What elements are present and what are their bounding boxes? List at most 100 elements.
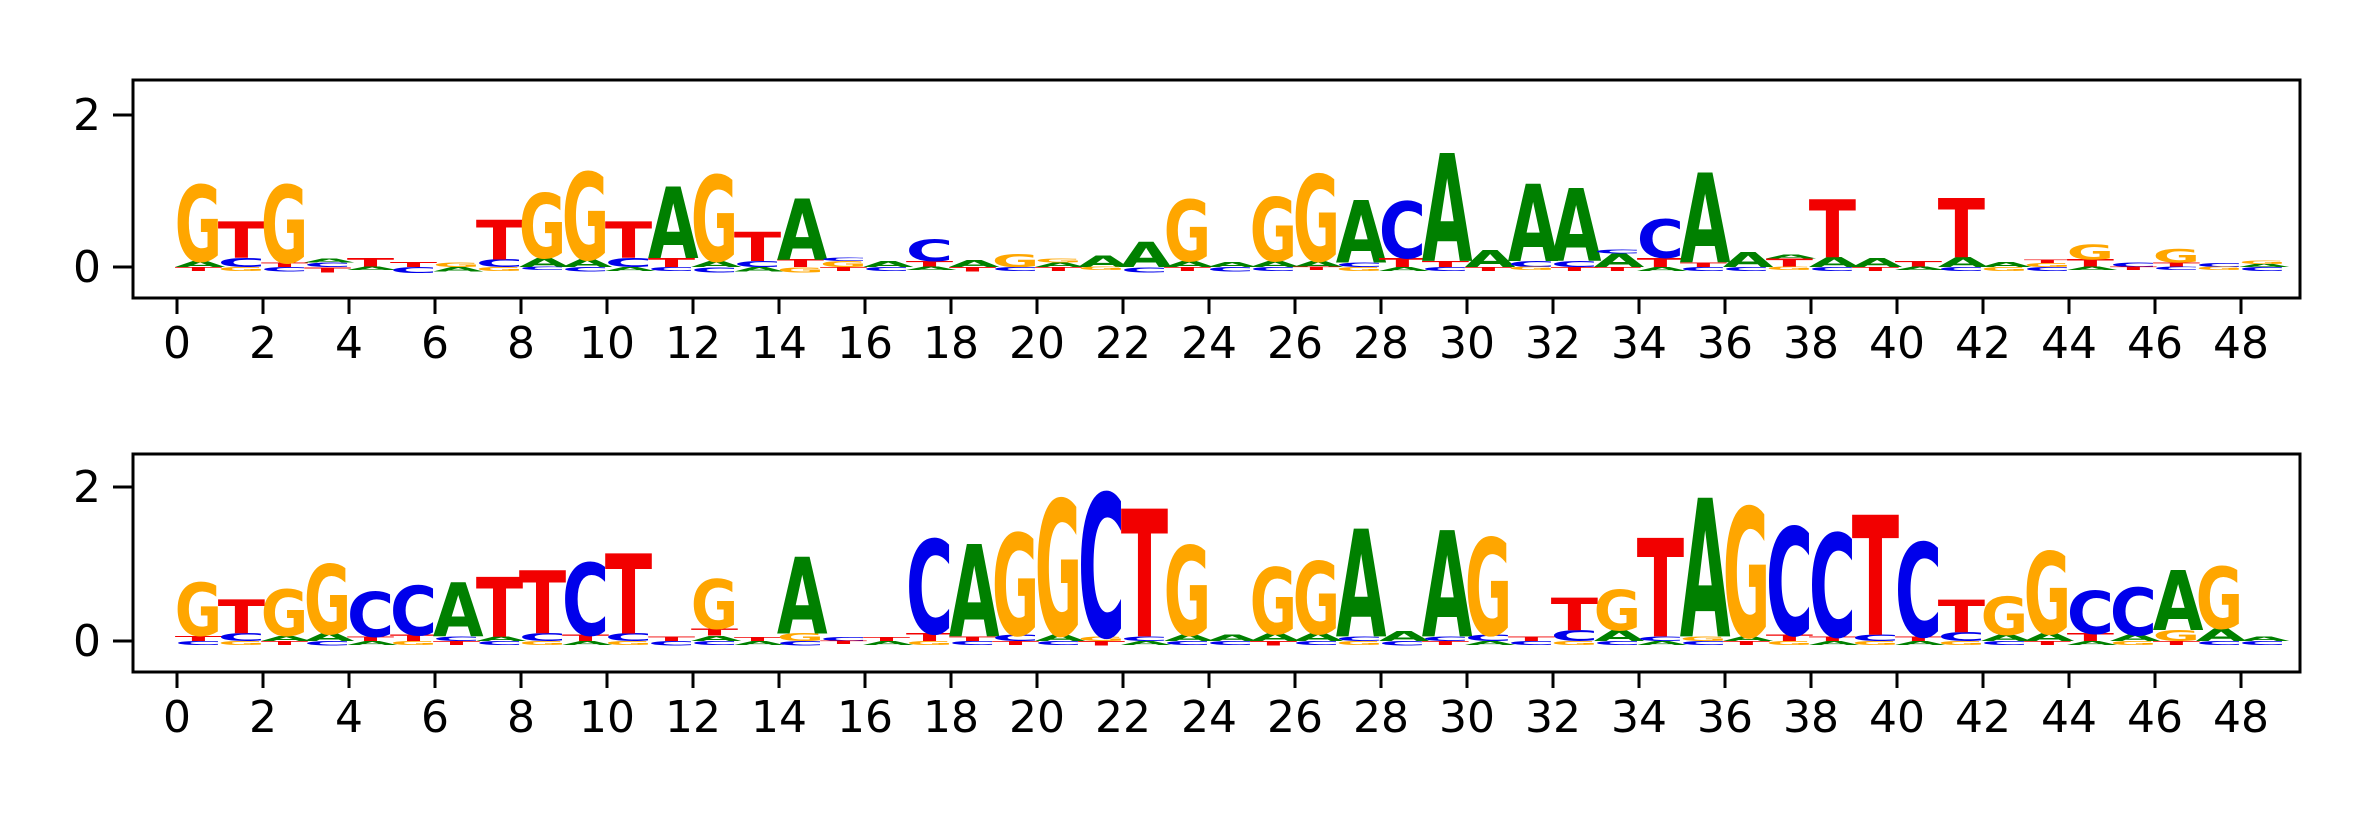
logo-letter-t-pos18: T <box>949 266 997 273</box>
logo-letter-g-pos25: G <box>1250 181 1297 283</box>
x-tick-label: 32 <box>1525 692 1581 743</box>
logo-letter-c-pos6: C <box>433 635 480 642</box>
logo-letter-c-pos34: C <box>1637 635 1684 642</box>
logo-letter-a-pos48: A <box>2239 263 2290 268</box>
logo-letter-a-pos48: A <box>2239 635 2290 642</box>
logo-letter-a-pos23: A <box>1164 259 1215 269</box>
logo-letter-t-pos29: T <box>1422 640 1470 646</box>
x-tick-label: 4 <box>335 318 363 369</box>
logo-letter-g-pos48: G <box>2239 260 2286 265</box>
logo-letter-t-pos15: T <box>820 640 868 645</box>
x-tick-label: 44 <box>2041 692 2097 743</box>
y-tick-label: 2 <box>73 462 101 513</box>
logo-letter-g-pos37: G <box>1766 266 1813 271</box>
logo-letter-g-pos39: G <box>1852 640 1899 646</box>
x-tick-label: 38 <box>1783 318 1839 369</box>
logo-letter-c-pos45: C <box>2110 261 2157 268</box>
logo-letter-a-pos3: A <box>304 258 355 264</box>
logo-letter-a-pos38: A <box>1809 255 1860 271</box>
logo-letter-t-pos20: T <box>1035 266 1083 272</box>
logo-letter-g-pos26: G <box>1293 151 1340 290</box>
logo-letter-c-pos7: C <box>476 257 523 269</box>
x-tick-label: 48 <box>2213 692 2269 743</box>
logo-letter-g-pos47: G <box>2196 552 2243 650</box>
logo-letter-c-pos12: C <box>691 265 738 274</box>
logo-letter-a-pos27: A <box>1336 499 1387 671</box>
logo-letter-c-pos46: C <box>2153 266 2200 271</box>
logo-letter-c-pos45: C <box>2110 575 2157 651</box>
logo-letter-a-pos11: A <box>648 167 699 281</box>
logo-letter-c-pos7: C <box>476 640 523 646</box>
logo-letter-a-pos21: A <box>1078 253 1129 271</box>
logo-letter-c-pos43: C <box>2024 266 2071 272</box>
logo-letter-c-pos15: C <box>820 636 867 642</box>
logo-letter-a-pos4: A <box>347 266 398 271</box>
logo-letter-t-pos39: T <box>1852 266 1900 272</box>
logo-letter-t-pos10: T <box>605 212 652 270</box>
logo-letter-g-pos20: G <box>1035 463 1082 679</box>
logo-letter-c-pos38: C <box>1809 266 1856 272</box>
logo-letter-g-pos23: G <box>1164 521 1211 664</box>
logo-letter-g-pos9: G <box>562 150 609 289</box>
x-tick-label: 24 <box>1181 318 1237 369</box>
logo-letter-a-pos12: A <box>691 259 742 269</box>
logo-letter-t-pos31: T <box>1508 635 1556 642</box>
logo-letter-c-pos5: C <box>390 572 437 651</box>
logo-letter-c-pos48: C <box>2239 640 2286 646</box>
y-tick-label: 0 <box>73 242 101 293</box>
logo-letter-g-pos1: G <box>218 640 265 646</box>
logo-letter-c-pos2: C <box>261 266 308 273</box>
logo-letter-g-pos42: G <box>1981 587 2028 648</box>
logo-letter-c-pos37: C <box>1766 497 1813 669</box>
x-tick-label: 0 <box>163 318 191 369</box>
x-tick-label: 42 <box>1955 692 2011 743</box>
logo-letter-a-pos18: A <box>949 259 1000 270</box>
logo-letter-t-pos40: T <box>1895 259 1943 269</box>
logo-letter-c-pos32: C <box>1551 259 1598 269</box>
logo-letter-g-pos32: G <box>1551 640 1598 646</box>
logo-letter-a-pos13: A <box>734 640 785 646</box>
logo-letter-g-pos14: G <box>777 266 824 275</box>
logo-letter-a-pos28: A <box>1379 629 1430 645</box>
logo-letter-g-pos0: G <box>175 571 222 654</box>
logo-letter-a-pos20: A <box>1035 261 1086 268</box>
logo-letter-g-pos19: G <box>992 507 1039 669</box>
logo-letter-g-pos46: G <box>2153 627 2200 644</box>
logo-letter-c-pos0: C <box>175 640 222 646</box>
logo-letter-c-pos40: C <box>1895 518 1942 669</box>
x-tick-label: 16 <box>837 318 893 369</box>
logo-letter-t-pos46: T <box>2153 640 2201 646</box>
logo-letter-c-pos47: C <box>2196 262 2243 268</box>
logo-letter-a-pos34: A <box>1637 266 1688 272</box>
logo-letter-a-pos28: A <box>1379 266 1430 272</box>
logo-letter-a-pos2: A <box>261 634 312 643</box>
logo-letter-t-pos9: T <box>562 633 610 643</box>
logo-letter-g-pos45: G <box>2110 640 2157 646</box>
logo-letter-g-pos8: G <box>519 640 566 646</box>
logo-letter-a-pos44: A <box>2067 266 2118 271</box>
x-tick-label: 34 <box>1611 692 1667 743</box>
x-tick-label: 38 <box>1783 692 1839 743</box>
logo-letter-g-pos36: G <box>1723 474 1770 680</box>
logo-letter-g-pos1: G <box>218 266 265 272</box>
logo-letter-t-pos6: T <box>433 640 481 646</box>
logo-letter-a-pos43: A <box>2024 631 2076 643</box>
logo-letter-t-pos44: T <box>2067 257 2115 269</box>
logo-letter-g-pos7: G <box>476 266 523 272</box>
logo-letter-c-pos30: C <box>1465 633 1512 643</box>
logo-letter-a-pos6: A <box>433 266 484 273</box>
logo-letter-a-pos42: A <box>1981 633 2032 643</box>
top-logo-panel: AGTCTGTGCCATTATCGACTGAGCAGCCTATACAGCCTAT… <box>73 78 2302 369</box>
x-tick-label: 28 <box>1353 692 1409 743</box>
logo-letter-c-pos31: C <box>1508 640 1555 646</box>
x-tick-label: 6 <box>421 692 449 743</box>
logo-letter-g-pos5: G <box>390 640 437 646</box>
logo-letter-c-pos13: C <box>734 259 781 269</box>
logo-letter-a-pos7: A <box>476 635 527 642</box>
logo-letter-a-pos9: A <box>562 640 613 646</box>
logo-letter-a-pos32: A <box>1551 167 1602 284</box>
logo-letter-c-pos47: C <box>2196 640 2243 646</box>
x-tick-label: 14 <box>751 692 807 743</box>
logo-letter-a-pos14: A <box>777 535 828 659</box>
logo-letter-t-pos10: T <box>605 532 653 660</box>
